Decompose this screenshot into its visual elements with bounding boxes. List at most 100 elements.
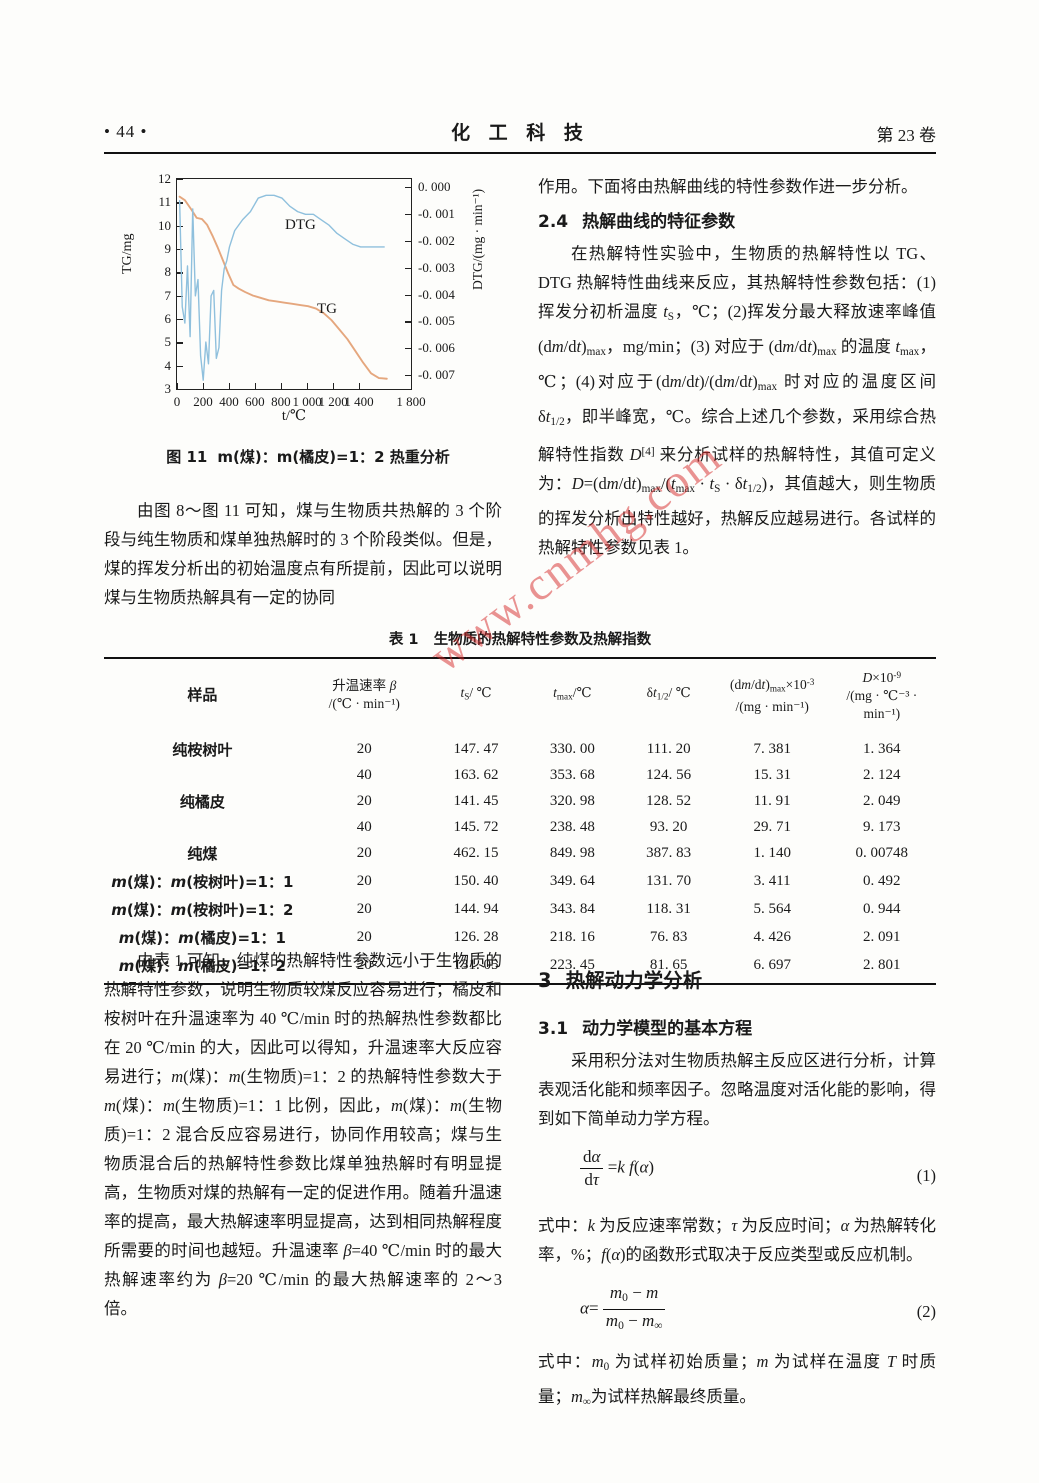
left-column-lower: 由表 1 可知，纯煤的热解特性参数远小于生物质的热解特性参数，说明生物质较煤反应… bbox=[104, 946, 502, 1323]
cell-dt: 111. 20 bbox=[646, 741, 691, 758]
table-caption-number: 表 1 bbox=[388, 632, 419, 648]
y-tickmark bbox=[177, 342, 183, 344]
column-header-sample: 样品 bbox=[104, 656, 301, 732]
x-tick: 200 bbox=[193, 394, 213, 409]
x-tickmark bbox=[333, 383, 335, 389]
y2-tickmark bbox=[405, 240, 411, 242]
header-line-2: /(mg · ℃⁻³ · min⁻¹) bbox=[846, 688, 918, 722]
y2-tick: -0. 006 bbox=[418, 340, 455, 356]
left-paragraph-2: 由表 1 可知，纯煤的热解特性参数远小于生物质的热解特性参数，说明生物质较煤反应… bbox=[104, 951, 503, 1318]
y-tickmark bbox=[177, 179, 183, 181]
cell-beta: 40 bbox=[356, 767, 372, 784]
left-column-upper: 由图 8～图 11 可知，煤与生物质共热解的 3 个阶段与纯生物质和煤单独热解时… bbox=[104, 496, 502, 612]
x-tickmark bbox=[202, 383, 205, 389]
cell-dt: 131. 70 bbox=[646, 873, 692, 890]
x-tick: 800 bbox=[271, 394, 291, 409]
cell-dt: 81. 65 bbox=[620, 951, 717, 986]
header-line-1: tmax/℃ bbox=[553, 684, 592, 702]
header-line-1: 升温速率 β bbox=[332, 677, 397, 693]
table-row: 40 145. 72 238. 48 93. 20 29. 71 9. 173 bbox=[104, 816, 936, 840]
fraction-numerator: m0 − m bbox=[602, 1283, 666, 1311]
cell-beta: 40 bbox=[356, 819, 372, 836]
y-tick: 4 bbox=[164, 357, 172, 373]
y-tickmark bbox=[177, 365, 183, 367]
cell-tmax: 349. 64 bbox=[549, 873, 595, 890]
cell-tmax: 320. 98 bbox=[549, 793, 595, 810]
cell-sample bbox=[104, 816, 301, 840]
section-number: 3 bbox=[538, 969, 552, 992]
section-title: 热解曲线的特征参数 bbox=[582, 212, 736, 232]
tg-curve bbox=[178, 195, 388, 380]
figure-caption-number: 图 11 bbox=[166, 448, 208, 466]
equation-1: dα dτ =k f(α) (1) bbox=[538, 1147, 936, 1199]
x-tickmark bbox=[254, 383, 257, 389]
cell-beta: 20 bbox=[356, 741, 372, 758]
dtg-series-label: DTG bbox=[285, 217, 316, 233]
cell-dmdt: 15. 31 bbox=[753, 767, 791, 784]
right-paragraph-5: 式中：m0 为试样初始质量；m 为试样在温度 T 时质量；m∞为试样热解最终质量… bbox=[538, 1352, 937, 1409]
table-row: 纯桉树叶 20 147. 47 330. 00 111. 20 7. 381 1. 364 bbox=[104, 731, 936, 764]
cell-d: 9. 173 bbox=[863, 819, 901, 836]
column-header-heating-rate: 升温速率 β /(℃ · min⁻¹) bbox=[300, 656, 428, 732]
y2-tickmark bbox=[405, 348, 411, 350]
fraction-denominator: dτ bbox=[584, 1170, 600, 1189]
cell-dt: 93. 20 bbox=[649, 819, 688, 836]
x-tick: 1 000 bbox=[292, 394, 322, 409]
cell-dt: 387. 83 bbox=[646, 845, 692, 862]
header-line-2: /(℃ · min⁻¹) bbox=[328, 695, 400, 711]
y-tickmark bbox=[177, 272, 183, 274]
equation-2-number: (2) bbox=[916, 1302, 936, 1321]
y2-tickmark bbox=[405, 213, 411, 216]
tg-series-label: TG bbox=[317, 301, 337, 317]
y2-tick: 0. 000 bbox=[418, 178, 451, 194]
x-tickmark bbox=[177, 383, 179, 389]
header-line-1: δt1/2/ ℃ bbox=[646, 684, 691, 702]
table-body: 纯桉树叶 20 147. 47 330. 00 111. 20 7. 381 1. 364 4… bbox=[104, 731, 936, 986]
running-head: • 44 • 化 工 科 技 第 23 卷 bbox=[104, 118, 936, 152]
section-number: 3.1 bbox=[538, 1019, 569, 1039]
y2-tick: -0. 002 bbox=[418, 232, 455, 248]
x-tick: 400 bbox=[219, 394, 239, 409]
header-line-1: tS/ ℃ bbox=[460, 684, 492, 702]
cell-tmax: 238. 48 bbox=[549, 819, 595, 836]
table-row: 40 163. 62 353. 68 124. 56 15. 31 2. 124 bbox=[104, 764, 936, 788]
equation-2: α= m0 − m m0 − m∞ (2) bbox=[538, 1283, 936, 1335]
chart-curves bbox=[178, 194, 388, 381]
cell-d: 0. 944 bbox=[863, 901, 901, 918]
table-head: 样品 升温速率 β /(℃ · min⁻¹) tS/ ℃ tmax/℃ δt1/… bbox=[104, 656, 936, 732]
y2-tickmark bbox=[405, 267, 411, 269]
column-header-ts: tS/ ℃ bbox=[427, 656, 525, 732]
column-header-tmax: tmax/℃ bbox=[524, 656, 621, 732]
pyrolysis-parameters-table: 样品 升温速率 β /(℃ · min⁻¹) tS/ ℃ tmax/℃ δt1/… bbox=[104, 656, 936, 986]
y2-tickmark bbox=[405, 186, 411, 189]
dtg-curve bbox=[178, 194, 385, 381]
right-paragraph-2: 在热解特性实验中，生物质的热解特性以 TG、DTG 热解特性曲线来反应，其热解特… bbox=[538, 244, 937, 557]
cell-dmdt: 7. 381 bbox=[753, 741, 791, 758]
header-line-2: /(mg · min⁻¹) bbox=[735, 698, 809, 714]
cell-ts: 145. 72 bbox=[453, 819, 499, 836]
x-tick: 600 bbox=[245, 394, 265, 409]
cell-tmax: 223. 45 bbox=[524, 951, 621, 986]
cell-beta: 20 bbox=[356, 873, 372, 890]
section-heading-3: 3 热解动力学分析 bbox=[538, 966, 936, 996]
cell-beta: 20 bbox=[300, 951, 428, 986]
cell-sample: m(煤)：m(桉树叶)=1：2 bbox=[111, 901, 294, 920]
table-row: m(煤)：m(橘皮)=1：1 20 126. 28 218. 16 76. 83 4. 4… bbox=[104, 924, 936, 952]
section-heading-3-1: 3.1 动力学模型的基本方程 bbox=[538, 1014, 936, 1044]
y-tick: 7 bbox=[164, 287, 172, 303]
header-line-1: (dm/dt)max×10-3 bbox=[730, 677, 815, 694]
y2-tick: -0. 007 bbox=[418, 367, 455, 383]
y2-tick: -0. 003 bbox=[418, 259, 455, 275]
journal-title: 化 工 科 技 bbox=[451, 122, 589, 144]
equation-1-rhs: =k f(α) bbox=[607, 1157, 655, 1177]
fraction-numerator: dα bbox=[580, 1147, 604, 1169]
volume-label: 第 23 卷 bbox=[876, 126, 937, 145]
table-row: m(煤)：m(桉树叶)=1：2 20 144. 94 343. 84 118. 31 5.… bbox=[104, 896, 936, 924]
x-tickmark bbox=[280, 383, 283, 389]
x-tickmark bbox=[359, 383, 361, 389]
column-header-dt-half: δt1/2/ ℃ bbox=[620, 656, 717, 732]
y-tick: 10 bbox=[158, 217, 171, 233]
section-title: 热解动力学分析 bbox=[565, 969, 703, 992]
equation-2-body: α= m0 − m m0 − m∞ bbox=[580, 1283, 666, 1336]
y2-tick: -0. 001 bbox=[418, 205, 455, 221]
